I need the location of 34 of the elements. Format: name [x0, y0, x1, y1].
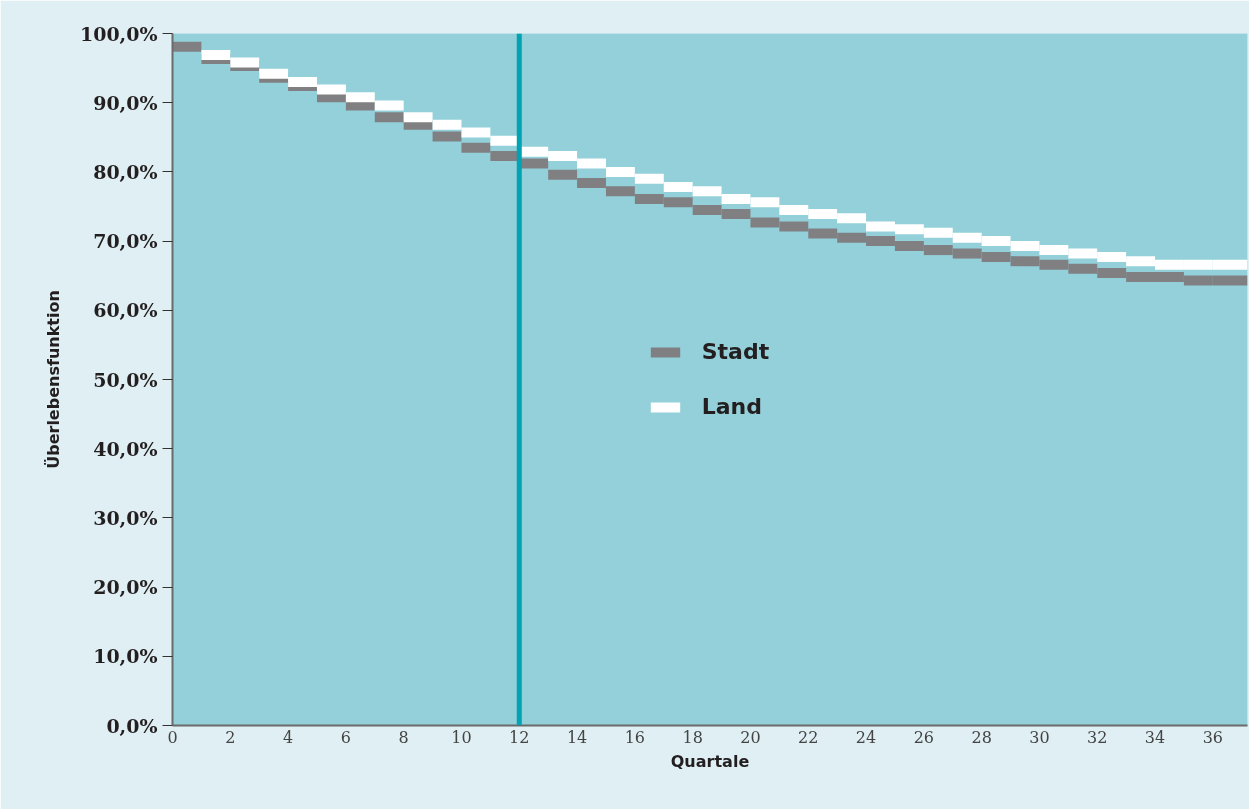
- y-tick-label: 50,0%: [93, 368, 158, 391]
- legend-label: Stadt: [701, 339, 770, 364]
- x-tick-label: 10: [451, 727, 472, 747]
- x-axis-title: Quartale: [670, 751, 750, 771]
- y-tick-label: 80,0%: [93, 160, 158, 183]
- legend-label: Land: [701, 394, 763, 419]
- x-tick-label: 34: [1144, 727, 1166, 747]
- y-tick-label: 10,0%: [93, 645, 158, 668]
- y-tick-label: 90,0%: [93, 91, 158, 114]
- x-tick-label: 14: [566, 727, 588, 747]
- y-tick-label: 30,0%: [93, 506, 158, 529]
- y-tick-label: 100,0%: [79, 22, 158, 45]
- x-tick-label: 2: [225, 727, 236, 747]
- y-tick-label: 40,0%: [93, 437, 158, 460]
- x-tick-label: 20: [740, 727, 761, 747]
- x-tick-label: 12: [509, 727, 530, 747]
- x-tick-label: 0: [167, 727, 178, 747]
- y-tick-label: 60,0%: [93, 299, 158, 322]
- y-tick-label: 70,0%: [93, 230, 158, 253]
- x-tick-label: 32: [1087, 727, 1108, 747]
- x-tick-label: 6: [340, 727, 351, 747]
- x-tick-label: 22: [798, 727, 819, 747]
- y-tick-label: 0,0%: [106, 714, 158, 737]
- y-tick-label: 20,0%: [93, 576, 158, 599]
- x-tick-label: 16: [624, 727, 646, 747]
- y-axis-title: Überlebensfunktion: [43, 290, 63, 469]
- x-tick-label: 8: [398, 727, 409, 747]
- x-tick-label: 26: [913, 727, 935, 747]
- x-tick-label: 28: [971, 727, 992, 747]
- x-tick-label: 18: [682, 727, 703, 747]
- x-tick-label: 4: [283, 727, 294, 747]
- x-tick-label: 36: [1202, 727, 1223, 747]
- x-tick-label: 24: [855, 727, 877, 747]
- x-tick-label: 30: [1029, 727, 1050, 747]
